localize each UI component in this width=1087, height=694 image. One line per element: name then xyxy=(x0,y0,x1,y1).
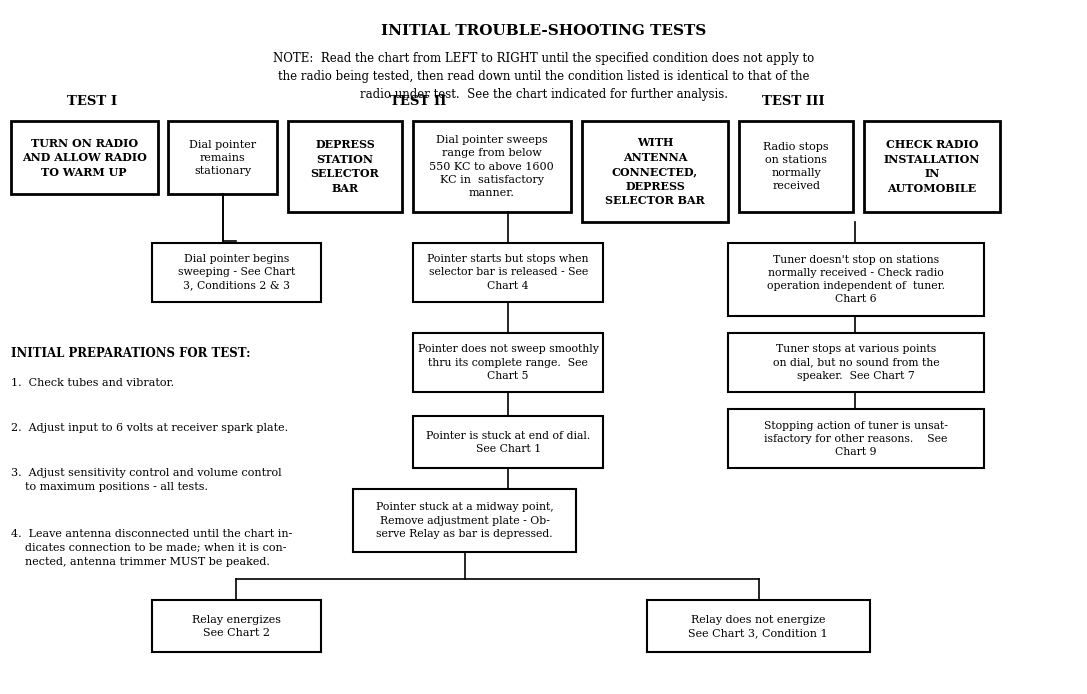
Text: 4.  Leave antenna disconnected until the chart in-
    dicates connection to be : 4. Leave antenna disconnected until the … xyxy=(11,529,292,567)
FancyBboxPatch shape xyxy=(11,121,158,194)
Text: Relay energizes
See Chart 2: Relay energizes See Chart 2 xyxy=(192,615,280,638)
Text: Pointer stuck at a midway point,
Remove adjustment plate - Ob-
serve Relay as ba: Pointer stuck at a midway point, Remove … xyxy=(376,502,553,539)
Text: Pointer is stuck at end of dial.
See Chart 1: Pointer is stuck at end of dial. See Cha… xyxy=(426,431,590,454)
FancyBboxPatch shape xyxy=(152,600,321,652)
FancyBboxPatch shape xyxy=(739,121,853,212)
FancyBboxPatch shape xyxy=(288,121,402,212)
Text: Dial pointer begins
sweeping - See Chart
3, Conditions 2 & 3: Dial pointer begins sweeping - See Chart… xyxy=(178,254,295,291)
FancyBboxPatch shape xyxy=(413,416,603,468)
Text: TEST II: TEST II xyxy=(390,94,447,108)
FancyBboxPatch shape xyxy=(168,121,277,194)
FancyBboxPatch shape xyxy=(728,333,984,392)
FancyBboxPatch shape xyxy=(728,243,984,316)
FancyBboxPatch shape xyxy=(152,243,321,302)
Text: Tuner doesn't stop on stations
normally received - Check radio
operation indepen: Tuner doesn't stop on stations normally … xyxy=(767,255,945,304)
Text: NOTE:  Read the chart from LEFT to RIGHT until the specified condition does not : NOTE: Read the chart from LEFT to RIGHT … xyxy=(273,52,814,101)
Text: Dial pointer sweeps
range from below
550 KC to above 1600
KC in  satisfactory
ma: Dial pointer sweeps range from below 550… xyxy=(429,135,554,198)
Text: 2.  Adjust input to 6 volts at receiver spark plate.: 2. Adjust input to 6 volts at receiver s… xyxy=(11,423,288,433)
Text: Dial pointer
remains
stationary: Dial pointer remains stationary xyxy=(189,139,257,176)
Text: TEST III: TEST III xyxy=(762,94,825,108)
Text: TEST I: TEST I xyxy=(67,94,117,108)
Text: CHECK RADIO
INSTALLATION
IN
AUTOMOBILE: CHECK RADIO INSTALLATION IN AUTOMOBILE xyxy=(884,139,980,194)
FancyBboxPatch shape xyxy=(413,121,571,212)
FancyBboxPatch shape xyxy=(864,121,1000,212)
Text: DEPRESS
STATION
SELECTOR
BAR: DEPRESS STATION SELECTOR BAR xyxy=(311,139,379,194)
FancyBboxPatch shape xyxy=(647,600,870,652)
Text: TURN ON RADIO
AND ALLOW RADIO
TO WARM UP: TURN ON RADIO AND ALLOW RADIO TO WARM UP xyxy=(22,138,147,178)
Text: Relay does not energize
See Chart 3, Condition 1: Relay does not energize See Chart 3, Con… xyxy=(688,615,828,638)
FancyBboxPatch shape xyxy=(728,409,984,468)
FancyBboxPatch shape xyxy=(353,489,576,552)
Text: Pointer starts but stops when
selector bar is released - See
Chart 4: Pointer starts but stops when selector b… xyxy=(427,254,589,291)
Text: INITIAL PREPARATIONS FOR TEST:: INITIAL PREPARATIONS FOR TEST: xyxy=(11,347,250,360)
Text: INITIAL TROUBLE-SHOOTING TESTS: INITIAL TROUBLE-SHOOTING TESTS xyxy=(380,24,707,38)
Text: Pointer does not sweep smoothly
thru its complete range.  See
Chart 5: Pointer does not sweep smoothly thru its… xyxy=(417,344,599,381)
Text: 3.  Adjust sensitivity control and volume control
    to maximum positions - all: 3. Adjust sensitivity control and volume… xyxy=(11,468,282,493)
FancyBboxPatch shape xyxy=(582,121,728,222)
Text: Tuner stops at various points
on dial, but no sound from the
speaker.  See Chart: Tuner stops at various points on dial, b… xyxy=(773,344,939,381)
Text: Stopping action of tuner is unsat-
isfactory for other reasons.    See
Chart 9: Stopping action of tuner is unsat- isfac… xyxy=(764,421,948,457)
FancyBboxPatch shape xyxy=(413,243,603,302)
Text: WITH
ANTENNA
CONNECTED,
DEPRESS
SELECTOR BAR: WITH ANTENNA CONNECTED, DEPRESS SELECTOR… xyxy=(605,137,704,207)
FancyBboxPatch shape xyxy=(413,333,603,392)
Text: 1.  Check tubes and vibrator.: 1. Check tubes and vibrator. xyxy=(11,378,174,388)
Text: Radio stops
on stations
normally
received: Radio stops on stations normally receive… xyxy=(763,142,829,192)
